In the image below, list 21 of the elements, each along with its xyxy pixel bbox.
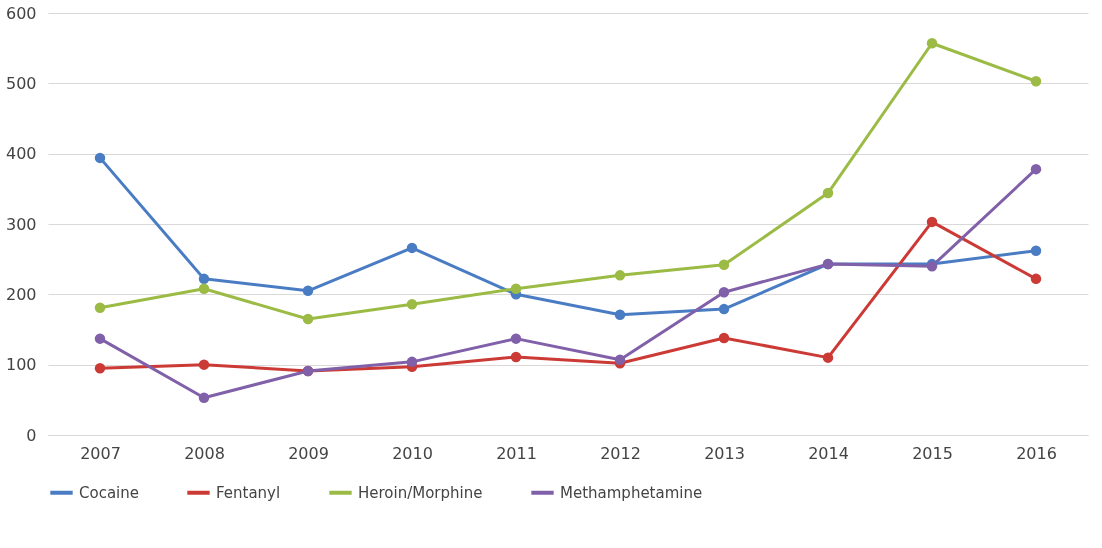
y-tick-label: 0 (26, 425, 37, 445)
x-tick-label: 2009 (288, 443, 329, 463)
y-tick-label: 200 (5, 284, 37, 304)
x-tick-label: 2012 (600, 443, 641, 463)
y-tick-label: 300 (5, 214, 37, 234)
y-tick-label: 400 (5, 144, 37, 164)
x-tick-label: 2016 (1016, 443, 1057, 463)
x-tick-label: 2014 (808, 443, 849, 463)
legend-label: Heroin/Morphine (358, 483, 483, 502)
x-tick-label: 2010 (392, 443, 433, 463)
legend-label: Cocaine (79, 483, 139, 502)
x-tick-label: 2008 (184, 443, 225, 463)
x-tick-label: 2013 (704, 443, 745, 463)
x-tick-label: 2011 (496, 443, 537, 463)
y-tick-label: 600 (5, 3, 37, 23)
x-tick-label: 2015 (912, 443, 953, 463)
y-tick-label: 100 (5, 355, 37, 375)
y-tick-label: 500 (5, 73, 37, 93)
x-tick-label: 2007 (80, 443, 121, 463)
legend-label: Fentanyl (216, 483, 281, 502)
legend-label: Methamphetamine (560, 483, 703, 502)
